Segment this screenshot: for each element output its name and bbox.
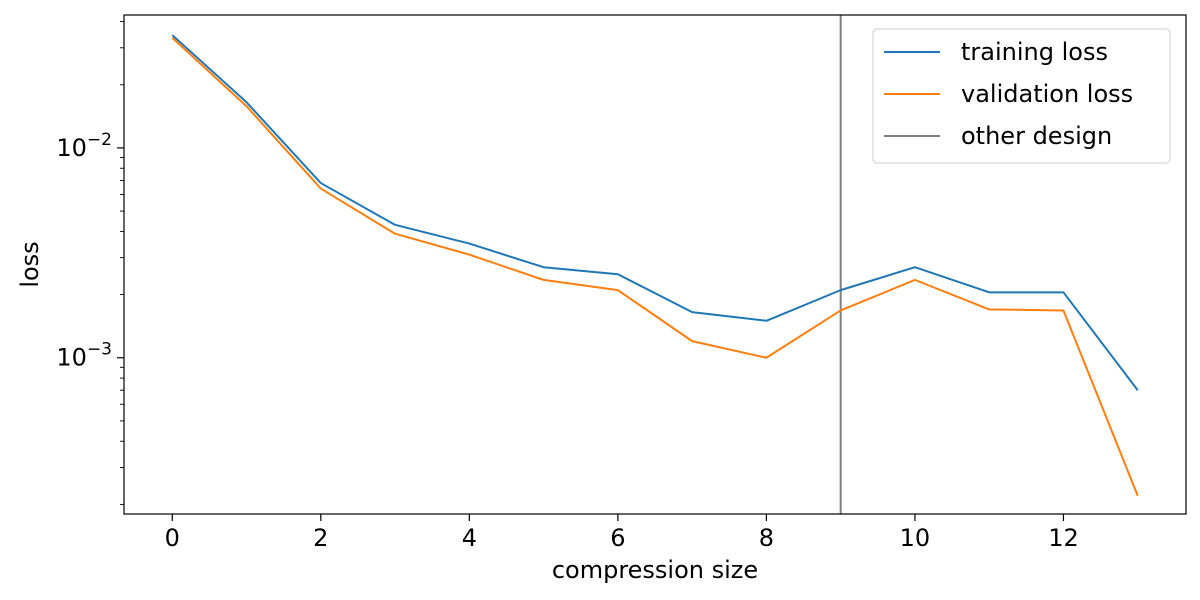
y-tick-label: 10−2 <box>56 130 112 162</box>
x-tick-label: 6 <box>610 524 625 552</box>
legend-label-validation-loss: validation loss <box>961 80 1133 108</box>
x-tick-label: 10 <box>900 524 931 552</box>
legend-box <box>872 28 1171 164</box>
y-tick-label: 10−3 <box>56 340 112 372</box>
plot-area <box>171 15 1139 514</box>
validation-loss-line <box>171 37 1139 497</box>
axes-frame <box>123 14 1187 515</box>
y-axis-ticks: 10−3 10−2 <box>56 21 124 505</box>
x-tick-label: 4 <box>462 524 477 552</box>
training-loss-line <box>171 34 1139 391</box>
x-tick-label: 12 <box>1048 524 1079 552</box>
legend: training loss validation loss other design <box>872 28 1171 164</box>
plot-frame <box>123 14 1187 515</box>
x-axis-ticks: 0 2 4 6 8 10 12 <box>165 514 1079 552</box>
legend-label-training-loss: training loss <box>961 38 1108 66</box>
plot-marks <box>171 15 1139 514</box>
x-tick-label: 2 <box>313 524 328 552</box>
x-axis-label: compression size <box>552 556 758 584</box>
legend-label-other-design: other design <box>961 122 1112 150</box>
x-tick-label: 0 <box>165 524 180 552</box>
x-tick-label: 8 <box>759 524 774 552</box>
y-axis-label: loss <box>16 241 44 287</box>
